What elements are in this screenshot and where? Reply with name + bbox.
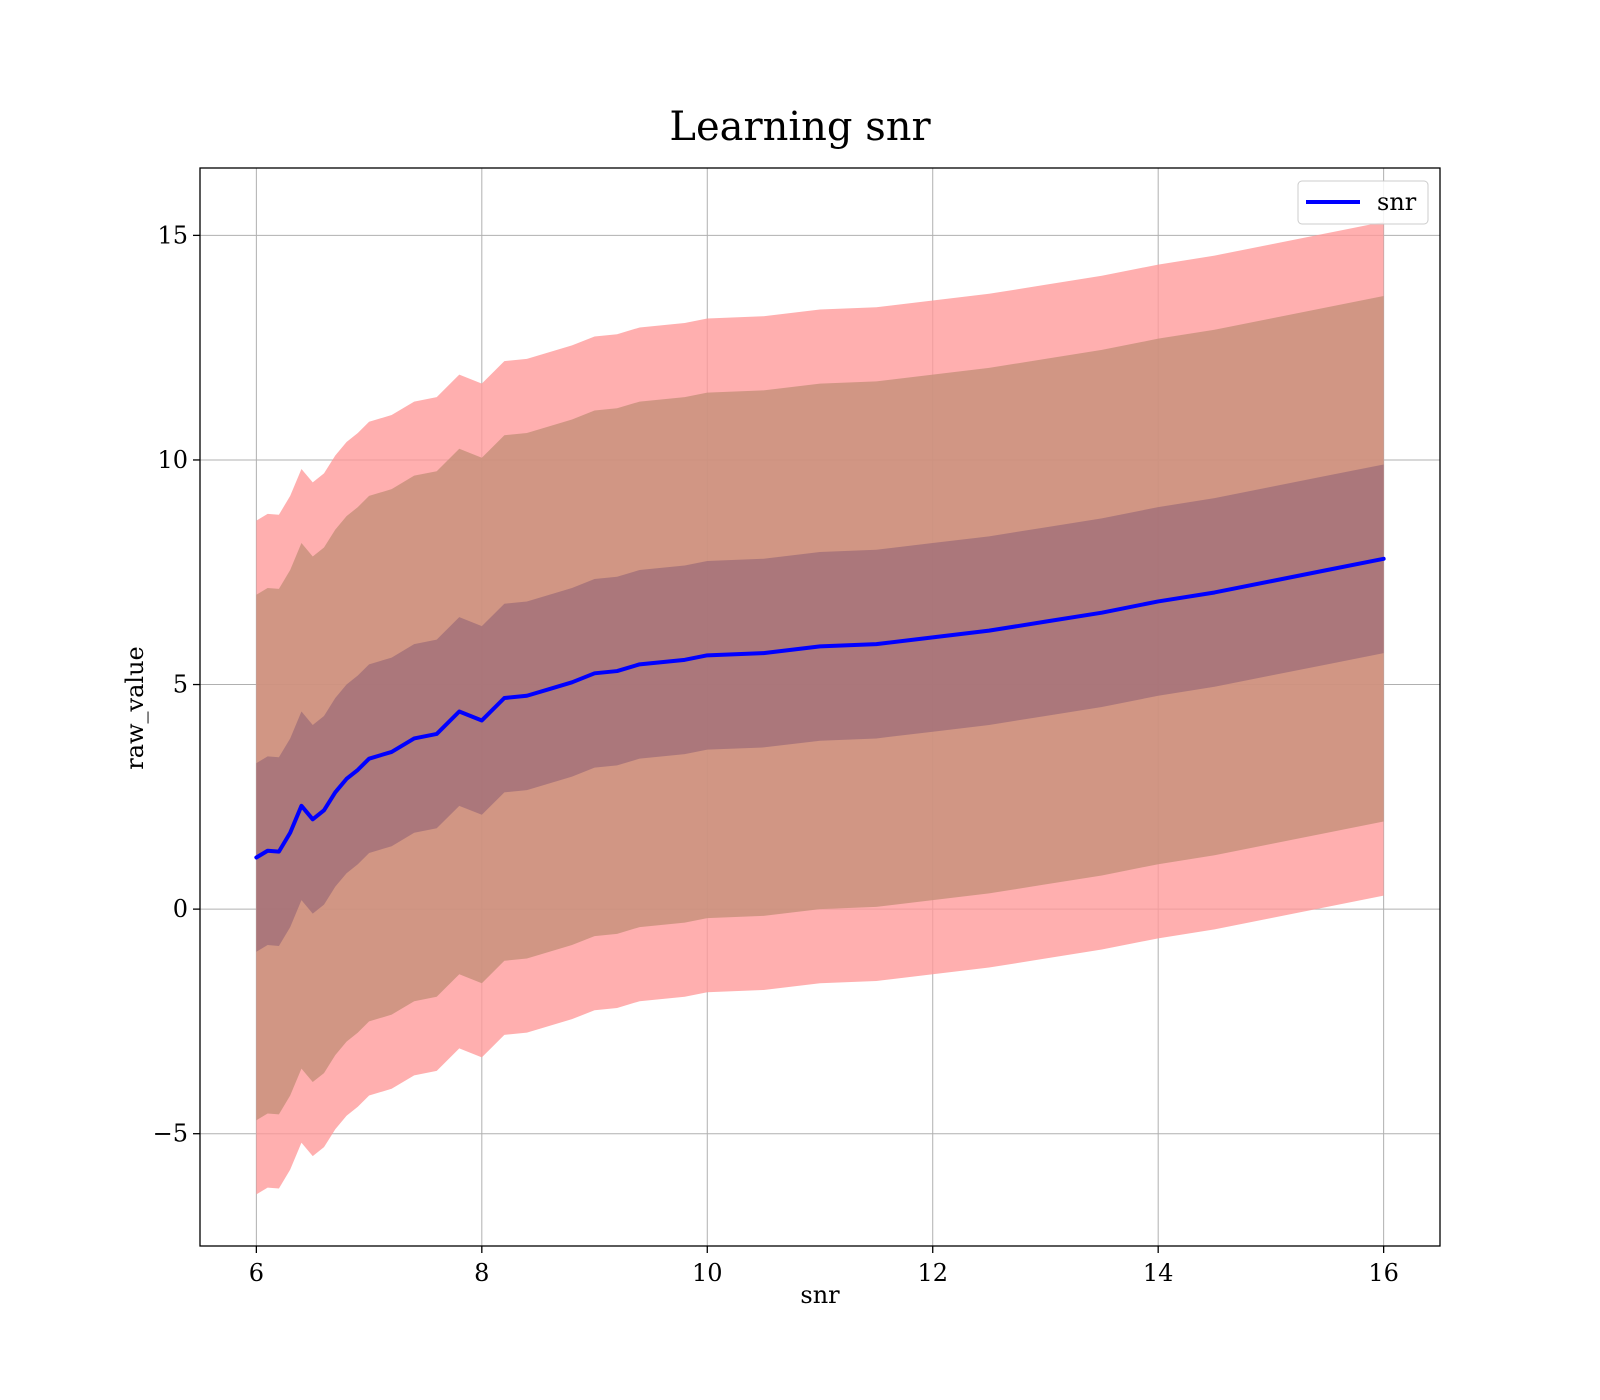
y-tick-label: −5: [153, 1120, 188, 1148]
series-line-snr: [254, 556, 1386, 860]
y-tick-label: 0: [173, 895, 188, 923]
y-tick-label: 10: [157, 446, 188, 474]
y-axis-label: raw_value: [121, 646, 149, 770]
x-tick-label: 8: [474, 1259, 489, 1287]
x-axis-ticks: 6 8 10 12 14 16: [249, 1246, 1399, 1287]
legend-box: [1297, 180, 1429, 225]
x-tick-label: 12: [917, 1259, 948, 1287]
x-tick-label: 6: [249, 1259, 264, 1287]
x-tick-label: 14: [1143, 1259, 1174, 1287]
x-axis-label: snr: [800, 1281, 840, 1309]
chart-title: Learning snr: [669, 104, 931, 150]
y-tick-label: 15: [157, 221, 188, 249]
band-3: [256, 464, 1384, 952]
x-tick-label: 16: [1368, 1259, 1399, 1287]
legend: snr: [1297, 180, 1429, 225]
series-lines: [254, 556, 1386, 860]
legend-label-snr: snr: [1377, 188, 1417, 216]
uncertainty-bands: [256, 221, 1384, 1195]
y-axis-ticks: −5 0 5 10 15: [153, 221, 200, 1148]
plot-frame: [199, 167, 1441, 1247]
x-tick-label: 10: [692, 1259, 723, 1287]
y-tick-label: 5: [173, 671, 188, 699]
